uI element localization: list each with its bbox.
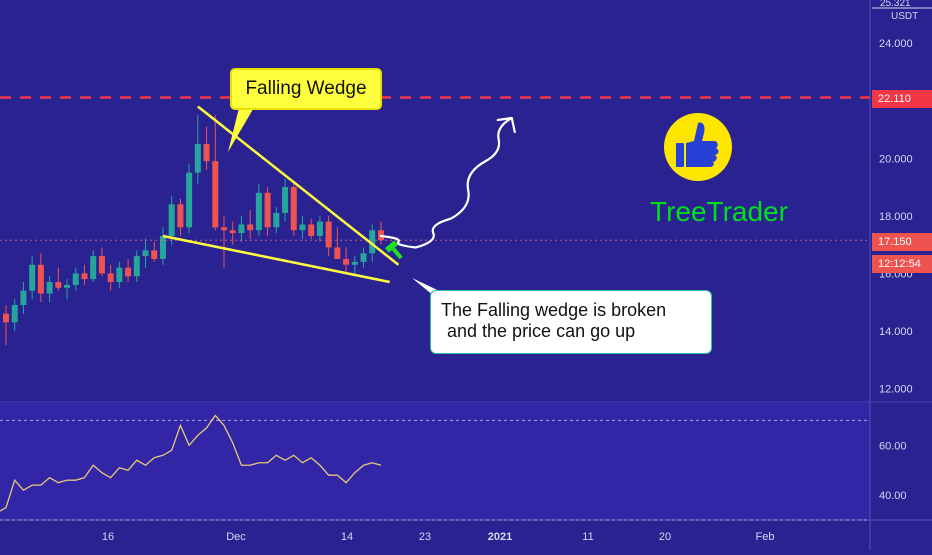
time-tick-label: 23 bbox=[419, 531, 431, 543]
forecast-arrow-head bbox=[496, 116, 516, 134]
candle-body bbox=[11, 305, 18, 323]
thumbs-up-icon bbox=[664, 113, 732, 181]
time-tick-label: 11 bbox=[582, 531, 593, 543]
indicator-tick-label: 60.00 bbox=[879, 440, 907, 452]
price-tick-label: 14.000 bbox=[879, 326, 913, 338]
breakout-note-line1: The Falling wedge is broken bbox=[441, 300, 667, 320]
time-tick-label: 2021 bbox=[488, 531, 512, 543]
candle-body bbox=[299, 224, 306, 231]
hammer-head bbox=[384, 240, 398, 253]
last-price-label: 17.150 bbox=[878, 236, 912, 248]
candle-body bbox=[229, 230, 236, 234]
countdown-tag: 12:12:54 bbox=[872, 255, 932, 273]
time-tick-label: Feb bbox=[756, 531, 775, 543]
time-axis[interactable]: 16 Dec 14 23 2021 11 20 Feb bbox=[102, 531, 775, 543]
thumb-cuff bbox=[676, 143, 684, 167]
candle-body bbox=[334, 247, 341, 259]
candle-body bbox=[46, 282, 53, 294]
candle-body bbox=[360, 253, 367, 262]
price-tick-label: 20.000 bbox=[879, 153, 913, 165]
breakout-note-line2: and the price can go up bbox=[447, 321, 636, 341]
candlestick-series bbox=[3, 115, 384, 346]
indicator-pane-background bbox=[0, 403, 870, 520]
candle-body bbox=[133, 256, 140, 277]
breakout-note-callout: The Falling wedge is broken and the pric… bbox=[430, 290, 712, 354]
time-tick-label: Dec bbox=[226, 531, 246, 543]
drawing-overlays bbox=[0, 96, 870, 296]
brand-name: TreeTrader bbox=[650, 196, 788, 227]
candle-body bbox=[282, 187, 289, 213]
candle-body bbox=[369, 230, 376, 254]
candle-body bbox=[168, 204, 175, 236]
resistance-price-label: 22.110 bbox=[878, 93, 911, 105]
falling-wedge-callout: Falling Wedge bbox=[230, 68, 382, 110]
candle-body bbox=[98, 256, 105, 274]
candle-body bbox=[325, 221, 332, 248]
candle-body bbox=[316, 221, 323, 236]
time-tick-label: 20 bbox=[659, 531, 671, 543]
falling-wedge-callout-tail bbox=[228, 104, 256, 152]
indicator-tick-label: 40.00 bbox=[879, 490, 907, 502]
candle-body bbox=[264, 192, 271, 228]
resistance-price-tag: 22.110 bbox=[872, 90, 932, 108]
price-tick-label: 12.000 bbox=[879, 383, 913, 395]
candle-body bbox=[203, 143, 210, 162]
candle-body bbox=[37, 264, 44, 294]
wedge-upper-line bbox=[197, 105, 400, 266]
candle-body bbox=[20, 290, 27, 306]
time-tick-label: 14 bbox=[341, 531, 353, 543]
candle-body bbox=[151, 250, 158, 259]
candle-body bbox=[194, 143, 201, 173]
currency-label: USDT bbox=[891, 11, 918, 22]
candle-body bbox=[29, 264, 36, 291]
candle-body bbox=[64, 284, 71, 288]
candle-body bbox=[116, 267, 123, 283]
candle-body bbox=[177, 204, 184, 228]
candle-body bbox=[255, 192, 262, 231]
forecast-arrow bbox=[379, 116, 513, 249]
candle-body bbox=[247, 224, 254, 231]
candle-body bbox=[90, 256, 97, 280]
wedge-lower-line bbox=[162, 234, 390, 284]
candle-body bbox=[343, 258, 350, 265]
candle-body bbox=[186, 172, 193, 228]
price-axis[interactable]: 24.00020.00018.00016.00014.00012.00025.3… bbox=[872, 0, 932, 395]
candle-body bbox=[3, 313, 9, 323]
countdown-label: 12:12:54 bbox=[878, 258, 921, 270]
candle-body bbox=[142, 250, 149, 257]
top-price-label: 25.321 bbox=[880, 0, 911, 9]
hammer-icon bbox=[384, 240, 403, 260]
indicator-pane: 60.00 40.00 bbox=[0, 414, 907, 521]
candle-body bbox=[55, 282, 62, 288]
candle-body bbox=[273, 212, 280, 228]
falling-wedge-label: Falling Wedge bbox=[245, 78, 367, 99]
candle-body bbox=[238, 224, 245, 234]
price-tick-label: 24.000 bbox=[879, 38, 913, 50]
thumb-hand bbox=[686, 122, 719, 167]
candle-body bbox=[107, 273, 114, 283]
indicator-line bbox=[0, 414, 382, 512]
candle-body bbox=[308, 224, 315, 236]
candle-body bbox=[159, 235, 166, 259]
candle-body bbox=[72, 273, 79, 285]
time-tick-label: 16 bbox=[102, 531, 114, 543]
candle-body bbox=[290, 187, 297, 231]
hammer-handle bbox=[391, 247, 403, 260]
candle-body bbox=[351, 261, 358, 265]
candle-body bbox=[212, 161, 219, 228]
candle-body bbox=[221, 227, 227, 231]
candle-body bbox=[81, 273, 88, 280]
price-tick-label: 18.000 bbox=[879, 211, 913, 223]
candle-body bbox=[125, 267, 132, 277]
last-price-tag: 17.150 bbox=[872, 233, 932, 251]
